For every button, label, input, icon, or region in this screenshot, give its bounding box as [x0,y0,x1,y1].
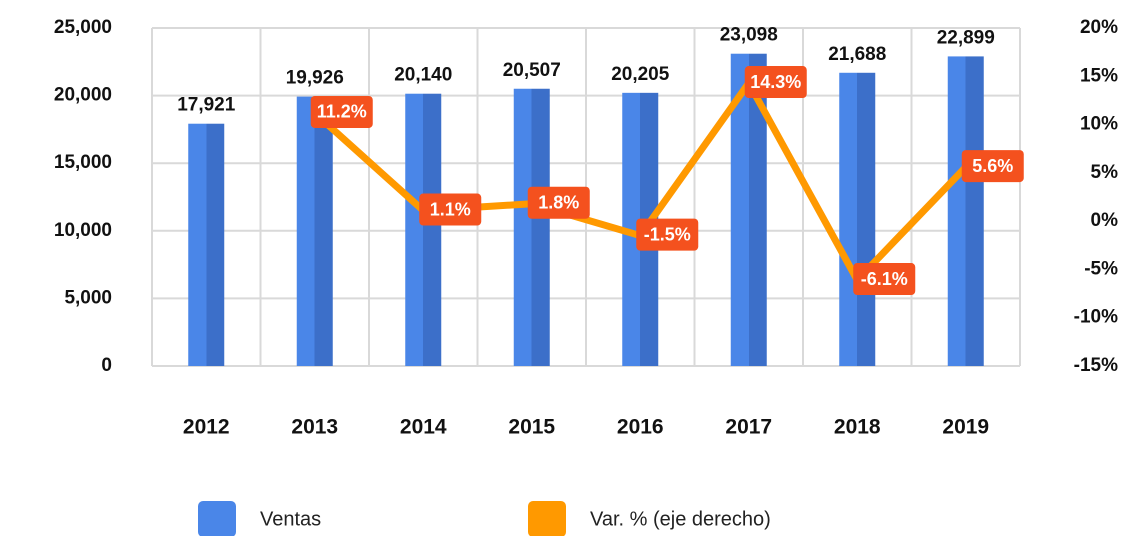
legend-label: Ventas [260,508,321,530]
y2-tick-label: 0% [1091,210,1119,231]
y-tick-label: 15,000 [54,152,112,173]
x-tick-label: 2019 [942,416,989,439]
bar [188,123,225,367]
y2-tick-label: -15% [1074,355,1118,376]
legend-swatch [198,501,236,536]
bar-value-label: 20,205 [611,64,670,85]
point-value-label: 5.6% [972,156,1013,176]
bar [405,93,442,366]
y-tick-label: 5,000 [64,287,112,308]
point-value-label: 1.1% [430,199,471,219]
x-tick-label: 2018 [834,416,881,439]
bar-value-label: 17,921 [177,95,236,116]
y2-tick-label: 15% [1080,65,1118,86]
point-label-box [961,150,1024,183]
point-label-box [744,66,807,99]
point-value-label: -1.5% [644,224,691,244]
legend-label: Var. % (eje derecho) [590,508,771,530]
point-label-box [310,95,373,128]
y2-tick-label: -10% [1074,307,1118,328]
point-value-label: 14.3% [750,72,801,92]
y2-tick-label: -5% [1084,258,1118,279]
x-tick-label: 2014 [400,416,447,439]
y2-tick-label: 5% [1091,162,1119,183]
x-tick-label: 2013 [291,416,338,439]
point-label-box [419,193,482,226]
x-tick-label: 2016 [617,416,664,439]
y2-tick-label: 10% [1080,114,1118,135]
bar [513,88,550,366]
point-value-label: 1.8% [538,193,579,213]
x-tick-label: 2015 [508,416,555,439]
bar [947,56,984,367]
y2-tick-label: 20% [1080,17,1118,38]
bar-value-label: 20,140 [394,65,452,86]
bar [839,72,876,367]
bar-value-label: 20,507 [503,60,561,81]
y-tick-label: 20,000 [54,85,112,106]
y-tick-label: 25,000 [54,17,112,38]
y-tick-label: 10,000 [54,220,112,241]
point-value-label: 11.2% [317,102,367,122]
bar-value-label: 22,899 [937,27,995,48]
point-label-box [853,263,916,296]
point-label-box [636,218,699,251]
x-tick-label: 2017 [725,416,772,439]
bar-value-label: 21,688 [828,44,886,65]
x-tick-label: 2012 [183,416,230,439]
y-tick-label: 0 [101,355,112,376]
bar [296,96,333,367]
point-label-box [527,186,590,219]
legend-swatch [528,501,566,536]
point-value-label: -6.1% [861,269,908,289]
bar-value-label: 19,926 [286,68,344,89]
bar-value-label: 23,098 [720,25,778,46]
